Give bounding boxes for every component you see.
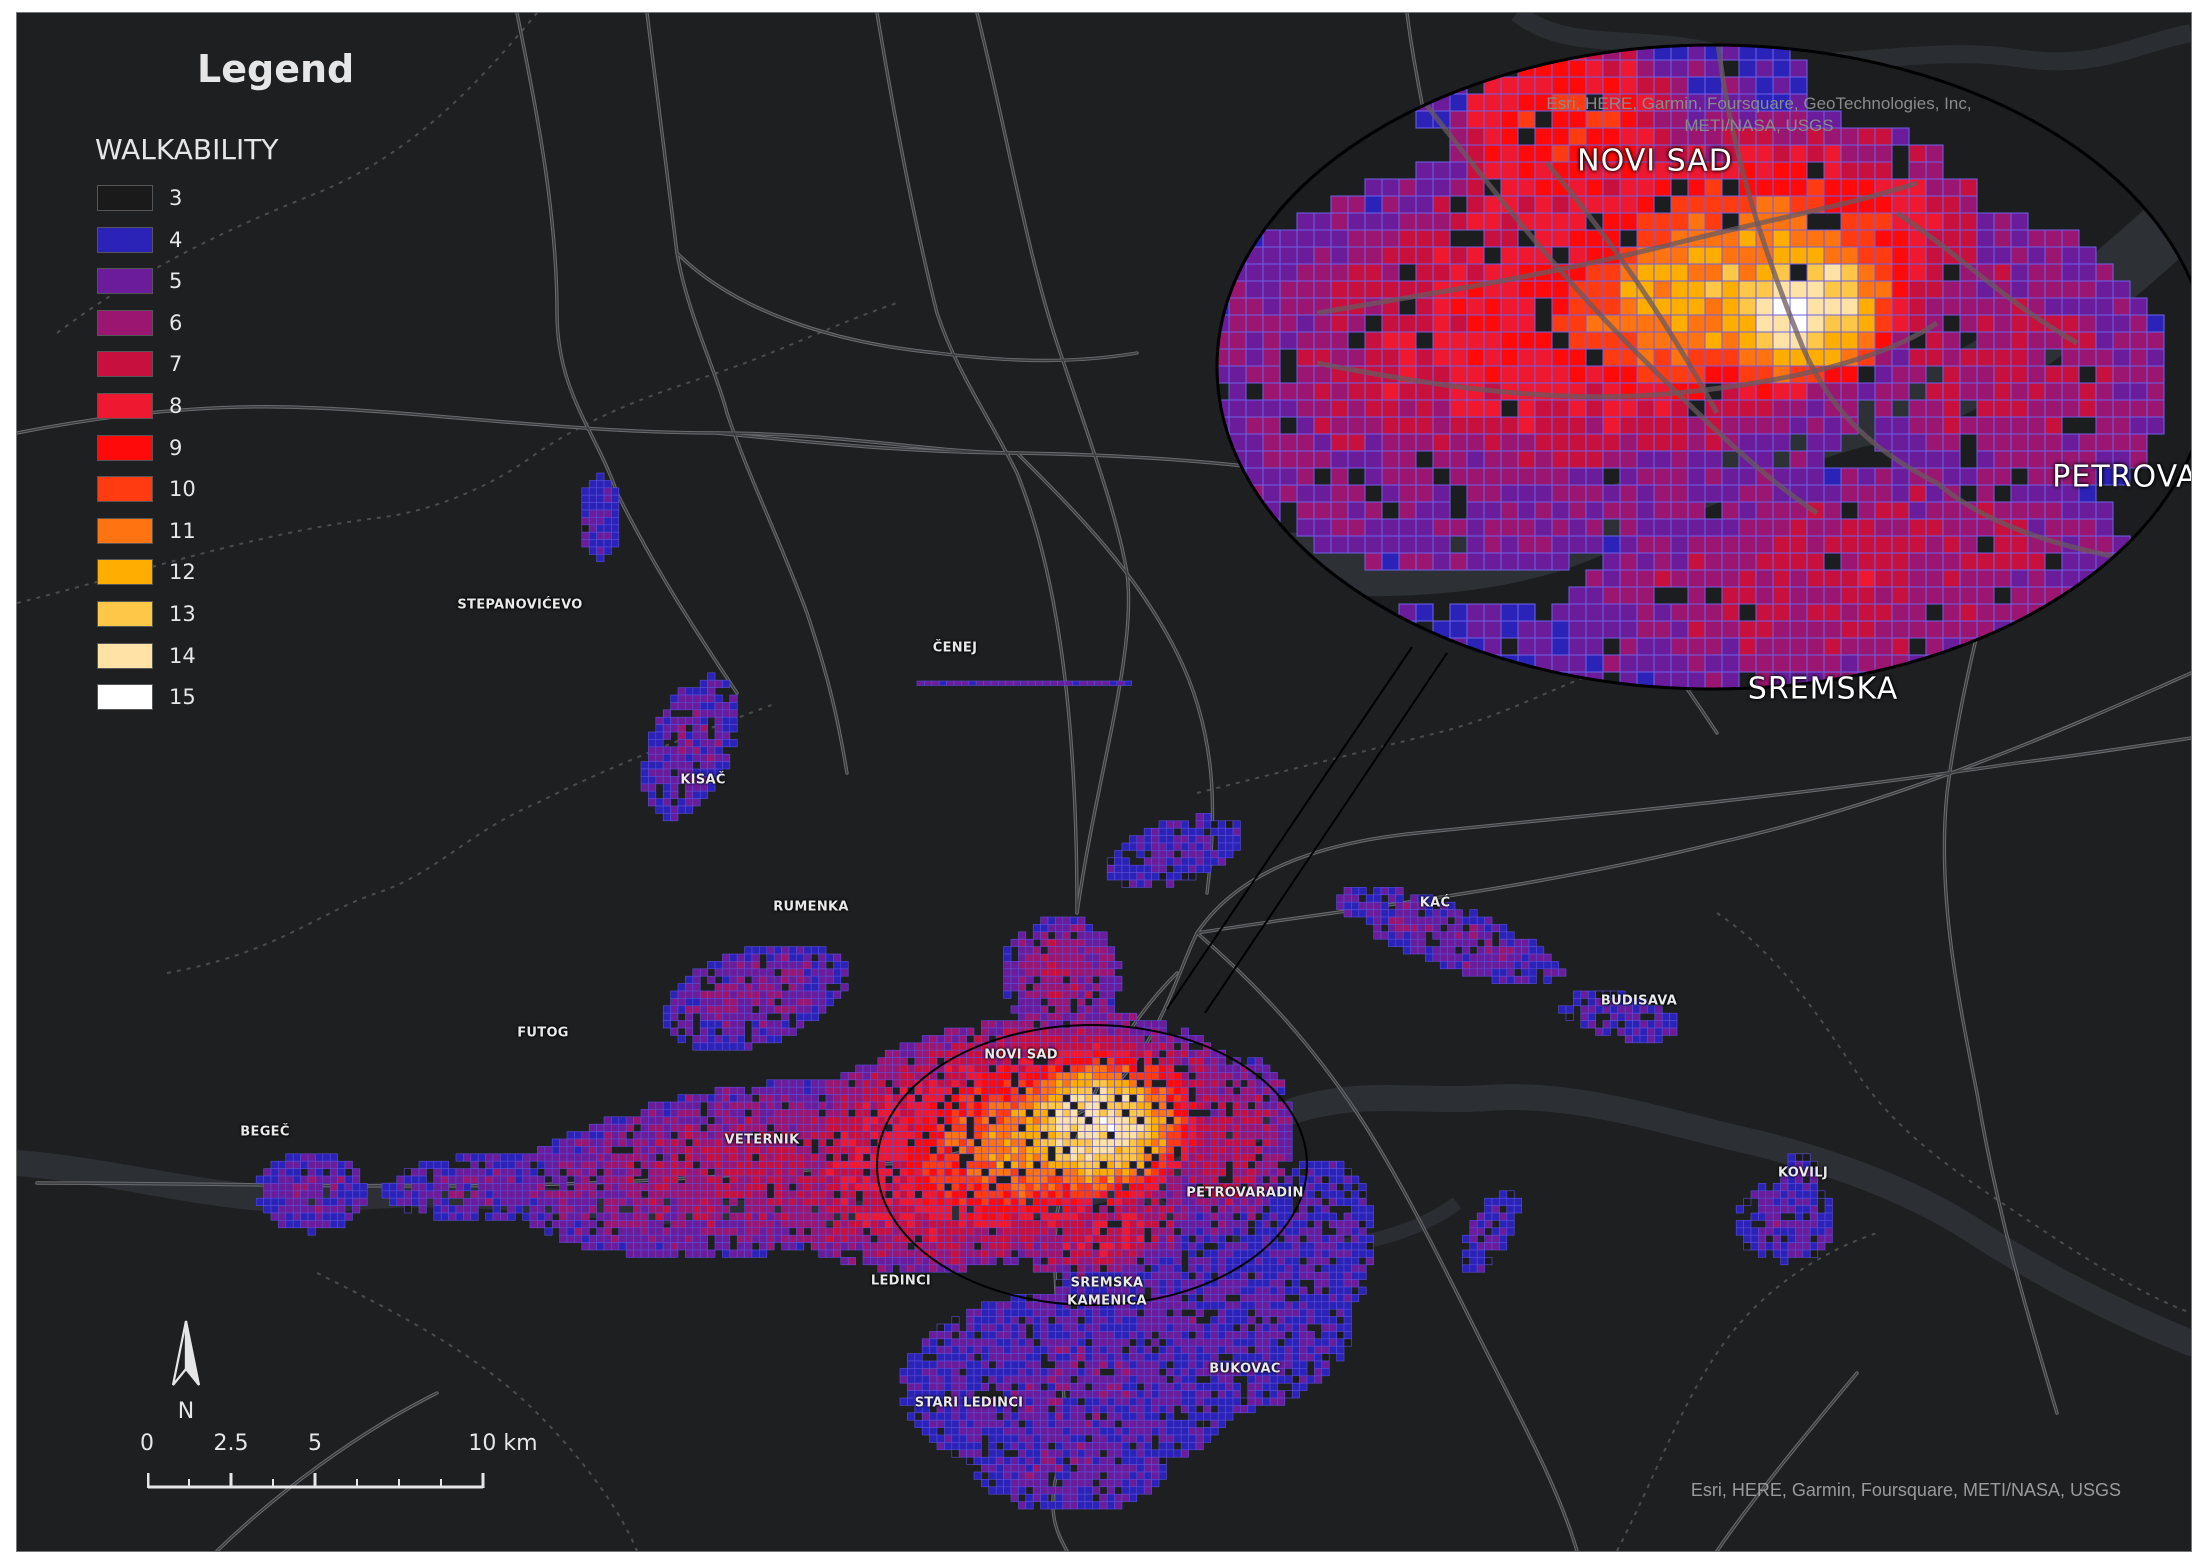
grid-cell [1565,1012,1574,1021]
grid-cell [818,1005,827,1014]
admin-boundary [166,702,778,974]
grid-cell [1151,1049,1160,1058]
grid-cell [788,1027,797,1036]
road-center [17,406,1018,454]
grid-cell [1232,842,1241,851]
grid-cell [1439,916,1448,925]
grid-cell [1669,1027,1678,1036]
road-center [676,252,1138,362]
grid-cell [1166,879,1175,888]
grid-cell [685,805,694,814]
grid-cell [670,1012,679,1021]
grid-cell [1217,857,1226,866]
grid-cell [611,539,620,548]
grid-cell [685,1027,694,1036]
grid-cell [1543,975,1552,984]
grid-cell [1573,998,1582,1007]
grid-cell [670,813,679,822]
grid-cell [840,968,849,977]
grid-cell [662,1020,671,1029]
grid-cell [729,739,738,748]
road-center [516,13,738,694]
grid-cell [722,761,731,770]
grid-cell [1025,975,1034,984]
admin-boundary [17,302,898,604]
admin-boundary [1716,912,2191,1314]
road-center [876,13,1078,914]
admin-boundary [1196,572,1898,794]
grid-cell [1114,961,1123,970]
grid-cell [840,983,849,992]
road-center [216,1392,438,1551]
grid-cell [729,724,738,733]
grid-cell [833,975,842,984]
grid-cell [1469,938,1478,947]
grid-cell [1587,1020,1596,1029]
road-center [1096,737,2191,1104]
road-center [976,13,1130,914]
grid-cell [699,968,708,977]
grid-cell [699,790,708,799]
grid-cell [1654,1035,1663,1044]
grid-cell [1610,1020,1619,1029]
grid-cell [1129,1012,1138,1021]
road-center [1943,552,2058,1414]
road-center [1016,452,1214,894]
grid-cell [1203,864,1212,873]
grid-cell [1188,872,1197,881]
grid-cell [744,1042,753,1051]
grid-cell [1040,1049,1049,1058]
grid-cell [796,1020,805,1029]
road-center [726,412,848,774]
walkability-grid [255,472,1833,1510]
grid-cell [1528,975,1537,984]
grid-cell [773,1035,782,1044]
grid-cell [677,1035,686,1044]
grid-cell [670,1027,679,1036]
grid-cell [1114,983,1123,992]
grid-cell [603,546,612,555]
grid-cell [714,768,723,777]
grid-cell [810,1012,819,1021]
grid-cell [944,1086,953,1095]
grid-cell [833,990,842,999]
map-frame: STEPANOVIĆEVO ČENEJ KISAČ RUMENKA KAĆ FUTOG NO… [16,12,2192,1552]
grid-cell [692,798,701,807]
admin-boundary [1616,1232,1878,1551]
grid-cell [966,1027,975,1036]
grid-cell [1136,850,1145,859]
grid-cell [1232,1079,1241,1088]
grid-cell [1358,887,1367,896]
grid-cell [1084,990,1093,999]
grid-cell [1558,968,1567,977]
road-center [1196,932,1578,1551]
grid-cell [670,790,679,799]
grid-cell [825,998,834,1007]
grid-cell [1003,990,1012,999]
grid-cell [596,554,605,563]
grid-cell [1602,1027,1611,1036]
road-center [1196,672,2191,934]
grid-cell [662,731,671,740]
grid-cell [707,783,716,792]
grid-cell [722,679,731,688]
road-center [1716,1372,1858,1551]
grid-cell [1225,850,1234,859]
grid-cell [1143,879,1152,888]
grid-cell [707,975,716,984]
